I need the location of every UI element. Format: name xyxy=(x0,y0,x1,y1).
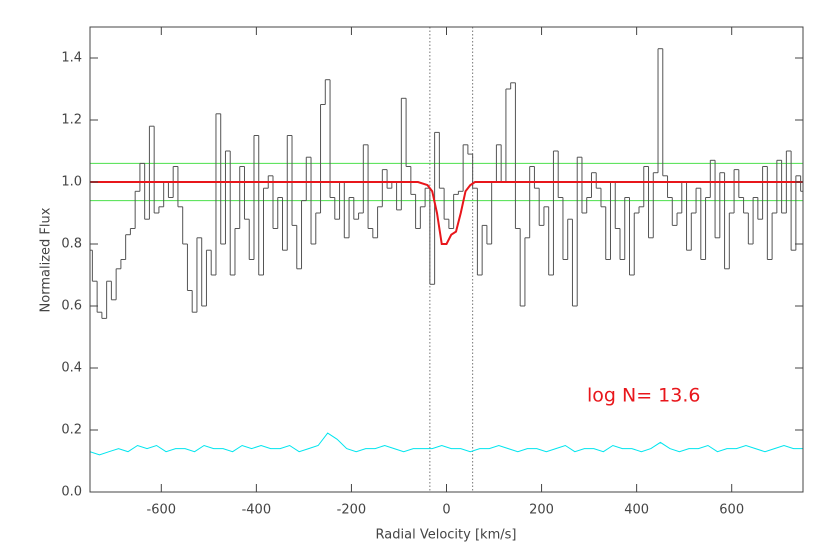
x-tick-label: -400 xyxy=(242,503,272,518)
x-tick-label: 600 xyxy=(719,503,744,518)
plot-area xyxy=(90,27,803,492)
x-tick-label: 200 xyxy=(529,503,554,518)
x-tick-label: -600 xyxy=(147,503,177,518)
x-tick-label: 400 xyxy=(624,503,649,518)
y-tick-label: 0.4 xyxy=(61,361,82,376)
annotation: log N= 13.6 xyxy=(587,385,700,407)
x-tick-label: 0 xyxy=(442,503,450,518)
x-axis-label: Radial Velocity [km/s] xyxy=(376,528,517,543)
series-line xyxy=(90,432,803,456)
series-line xyxy=(90,181,803,245)
y-tick-label: 0.8 xyxy=(61,237,82,252)
x-tick-label: -200 xyxy=(337,503,367,518)
flux-step-connector xyxy=(91,48,802,319)
y-tick-label: 0.6 xyxy=(61,299,82,314)
y-tick-label: 1.0 xyxy=(61,175,82,190)
y-tick-label: 1.2 xyxy=(61,113,82,128)
y-tick-label: 1.4 xyxy=(61,51,82,66)
y-tick-label: 0.2 xyxy=(61,423,82,438)
y-tick-label: 0.0 xyxy=(61,485,82,500)
y-axis-label: Normalized Flux xyxy=(39,207,54,312)
